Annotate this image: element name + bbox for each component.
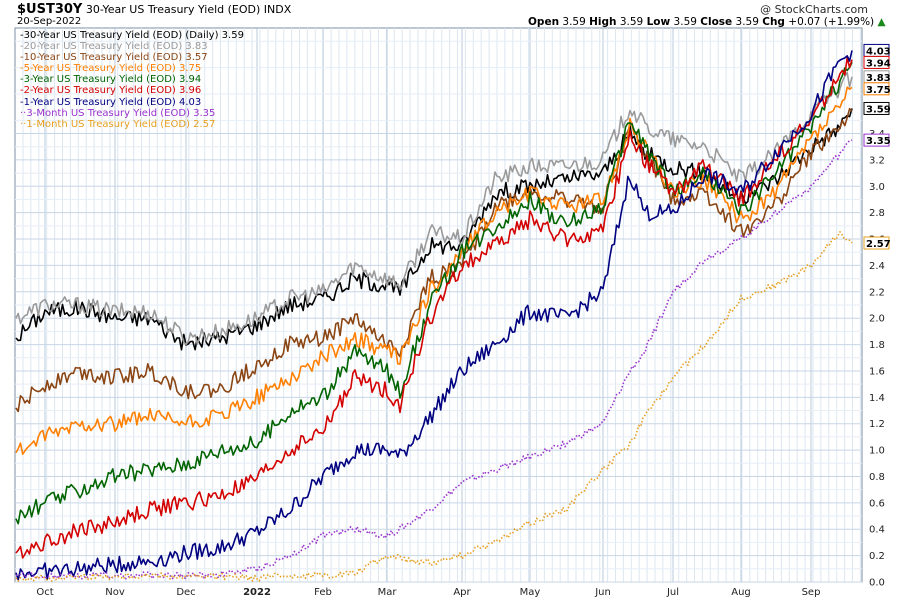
legend-item: -2-Year US Treasury Yield (EOD) 3.96: [20, 85, 244, 96]
y-tick-label: 0.2: [869, 551, 885, 562]
x-tick-label: Oct: [36, 587, 53, 598]
legend-item: -30-Year US Treasury Yield (EOD) (Daily)…: [20, 30, 244, 41]
y-tick-label: 0.8: [869, 472, 885, 483]
legend-swatch: -: [20, 30, 24, 41]
open-label: Open: [528, 16, 560, 28]
legend-swatch: -: [20, 41, 24, 53]
x-tick-label: Dec: [176, 587, 195, 598]
series-line: [15, 61, 853, 525]
value-tag-label: 3.75: [866, 85, 891, 96]
legend-label: 10-Year US Treasury Yield (EOD) 3.57: [23, 52, 208, 64]
series-title: 30-Year US Treasury Yield (EOD): [85, 3, 261, 16]
low-label: Low: [646, 16, 671, 28]
value-tag-label: 2.57: [866, 239, 891, 250]
legend-swatch: -: [20, 85, 24, 97]
series-line: [15, 57, 853, 559]
value-tag-label: 4.03: [866, 46, 891, 57]
x-tick-label: 2022: [243, 587, 271, 598]
value-tag: [863, 55, 890, 69]
high-label: High: [589, 16, 617, 28]
legend-label: 3-Year US Treasury Yield (EOD) 3.94: [23, 74, 202, 86]
value-tag-label: 3.83: [866, 73, 891, 84]
legend-swatch: -: [20, 96, 24, 108]
legend-swatch: -: [20, 52, 24, 64]
legend-item: -3-Year US Treasury Yield (EOD) 3.94: [20, 74, 244, 85]
legend-label: 3-Month US Treasury Yield (EOD) 3.35: [26, 107, 216, 119]
x-tick-label: Sep: [802, 587, 821, 598]
value-tag: [863, 236, 890, 250]
legend-label: 5-Year US Treasury Yield (EOD) 3.75: [23, 63, 202, 75]
legend-swatch: ··: [20, 107, 27, 119]
series-line: [15, 50, 853, 581]
y-tick-label: 3.2: [869, 155, 885, 166]
close-label: Close: [700, 16, 733, 28]
ohlc-readout: Open 3.59 High 3.59 Low 3.59 Close 3.59 …: [528, 16, 886, 28]
legend-label: 1-Month US Treasury Yield (EOD) 2.57: [26, 118, 216, 130]
x-tick-label: Nov: [105, 587, 125, 598]
legend-item: ··1-Month US Treasury Yield (EOD) 2.57: [20, 119, 244, 130]
watermark: @ StockCharts.com: [760, 3, 868, 16]
legend-item: ··3-Month US Treasury Yield (EOD) 3.35: [20, 108, 244, 119]
series-line: [15, 86, 853, 455]
x-tick-label: Mar: [378, 587, 398, 598]
high-value: 3.59: [619, 16, 644, 28]
y-tick-label: 2.8: [869, 208, 885, 219]
value-tag-label: 3.59: [866, 104, 891, 115]
chart-legend: -30-Year US Treasury Yield (EOD) (Daily)…: [20, 30, 244, 130]
legend-label: 2-Year US Treasury Yield (EOD) 3.96: [23, 85, 202, 97]
chg-label: Chg: [762, 16, 785, 28]
legend-item: -5-Year US Treasury Yield (EOD) 3.75: [20, 63, 244, 74]
x-tick-label: May: [520, 587, 541, 598]
x-tick-label: Aug: [731, 587, 751, 598]
y-tick-label: 1.2: [869, 419, 885, 430]
legend-item: -10-Year US Treasury Yield (EOD) 3.57: [20, 52, 244, 63]
close-value: 3.59: [735, 16, 759, 28]
y-tick-label: 2.0: [869, 314, 885, 325]
exchange: INDX: [263, 3, 292, 16]
x-tick-label: Feb: [314, 587, 332, 598]
legend-item: -20-Year US Treasury Yield (EOD) 3.83: [20, 41, 244, 52]
value-tag: [863, 101, 890, 115]
x-tick-label: Jun: [594, 587, 611, 598]
y-tick-label: 0.4: [869, 525, 885, 536]
y-tick-label: 1.0: [869, 446, 885, 457]
chart-date: 20-Sep-2022: [17, 16, 82, 27]
y-tick-label: 1.8: [869, 340, 885, 351]
series-line: [15, 71, 853, 346]
y-tick-label: 0.6: [869, 498, 885, 509]
value-tag: [863, 133, 890, 147]
series-line: [15, 107, 853, 413]
legend-swatch: ··: [20, 118, 27, 130]
y-tick-label: 1.6: [869, 366, 885, 377]
low-value: 3.59: [673, 16, 697, 28]
value-tag-label: 3.94: [866, 58, 891, 69]
y-tick-label: 3.0: [869, 182, 885, 193]
y-tick-label: 0.0: [869, 578, 885, 589]
up-arrow-icon: ▲: [877, 16, 886, 28]
x-tick-label: Apr: [453, 587, 471, 598]
series-line: [15, 231, 853, 582]
value-tag: [863, 82, 890, 96]
y-tick-label: 2.4: [869, 261, 885, 272]
y-tick-label: 2.2: [869, 287, 885, 298]
legend-label: 20-Year US Treasury Yield (EOD) 3.83: [23, 41, 208, 53]
legend-label: 1-Year US Treasury Yield (EOD) 4.03: [23, 96, 202, 108]
legend-swatch: -: [20, 63, 24, 75]
value-tag-label: 3.35: [866, 136, 891, 147]
chg-value: +0.07 (+1.99%): [788, 16, 875, 28]
chart-header: $UST30Y 30-Year US Treasury Yield (EOD) …: [17, 2, 291, 17]
open-value: 3.59: [562, 16, 586, 28]
x-tick-label: Jul: [666, 587, 679, 598]
legend-swatch: -: [20, 74, 24, 86]
symbol: $UST30Y: [17, 2, 83, 17]
legend-label: 30-Year US Treasury Yield (EOD) (Daily) …: [23, 30, 244, 41]
y-tick-label: 1.4: [869, 393, 885, 404]
legend-item: -1-Year US Treasury Yield (EOD) 4.03: [20, 97, 244, 108]
